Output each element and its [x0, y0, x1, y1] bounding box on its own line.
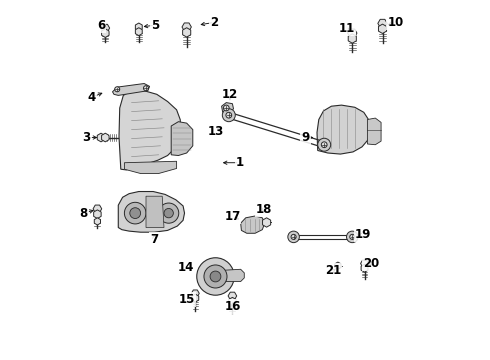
- Polygon shape: [97, 133, 105, 142]
- Text: 14: 14: [177, 261, 194, 274]
- Text: 16: 16: [224, 300, 241, 313]
- Polygon shape: [124, 161, 176, 174]
- Text: 9: 9: [301, 131, 310, 144]
- Polygon shape: [94, 210, 101, 219]
- Text: 12: 12: [222, 88, 238, 101]
- Polygon shape: [113, 84, 149, 95]
- Text: 2: 2: [210, 16, 219, 29]
- Text: 7: 7: [150, 233, 158, 246]
- Polygon shape: [228, 292, 237, 300]
- Polygon shape: [347, 29, 357, 37]
- Circle shape: [226, 112, 232, 118]
- Circle shape: [210, 271, 221, 282]
- Circle shape: [291, 234, 296, 239]
- Polygon shape: [94, 218, 100, 225]
- Circle shape: [130, 208, 141, 219]
- Circle shape: [346, 231, 358, 243]
- Circle shape: [318, 138, 331, 151]
- Polygon shape: [229, 297, 236, 306]
- Polygon shape: [135, 23, 142, 31]
- Polygon shape: [192, 294, 199, 302]
- Polygon shape: [146, 196, 164, 228]
- Polygon shape: [368, 118, 381, 145]
- Circle shape: [197, 258, 234, 295]
- Text: 8: 8: [79, 207, 88, 220]
- Polygon shape: [183, 28, 191, 37]
- Text: 4: 4: [88, 91, 96, 104]
- Polygon shape: [317, 105, 370, 154]
- Circle shape: [222, 109, 235, 122]
- Circle shape: [223, 105, 229, 111]
- Text: 21: 21: [325, 264, 342, 277]
- Circle shape: [204, 265, 227, 288]
- Polygon shape: [192, 290, 199, 297]
- Text: 17: 17: [224, 210, 241, 223]
- Circle shape: [159, 203, 179, 223]
- Polygon shape: [182, 23, 192, 31]
- Polygon shape: [101, 24, 110, 32]
- Circle shape: [321, 142, 327, 148]
- Polygon shape: [216, 269, 245, 282]
- Polygon shape: [348, 34, 356, 43]
- Polygon shape: [93, 205, 102, 212]
- Polygon shape: [221, 103, 233, 113]
- Circle shape: [124, 202, 146, 224]
- Polygon shape: [135, 28, 142, 36]
- Polygon shape: [361, 260, 368, 267]
- Circle shape: [288, 231, 299, 243]
- Polygon shape: [118, 192, 185, 232]
- Text: 15: 15: [178, 293, 195, 306]
- Polygon shape: [361, 264, 368, 272]
- Polygon shape: [101, 29, 109, 37]
- Text: 18: 18: [255, 203, 272, 216]
- Text: 19: 19: [355, 228, 371, 241]
- Polygon shape: [171, 122, 193, 156]
- Circle shape: [144, 86, 148, 91]
- Polygon shape: [241, 216, 265, 233]
- Text: 6: 6: [97, 19, 105, 32]
- Text: 1: 1: [236, 156, 244, 169]
- Polygon shape: [263, 218, 270, 227]
- Text: 5: 5: [151, 19, 159, 32]
- Circle shape: [115, 87, 120, 92]
- Polygon shape: [378, 24, 387, 33]
- Text: 13: 13: [207, 125, 223, 138]
- Text: 10: 10: [388, 16, 404, 29]
- Polygon shape: [378, 19, 387, 27]
- Polygon shape: [119, 90, 181, 170]
- Text: 20: 20: [363, 257, 379, 270]
- Text: 11: 11: [339, 22, 355, 35]
- Polygon shape: [101, 133, 109, 142]
- Circle shape: [350, 234, 355, 239]
- Polygon shape: [335, 262, 341, 269]
- Text: 3: 3: [82, 131, 91, 144]
- Circle shape: [164, 208, 173, 218]
